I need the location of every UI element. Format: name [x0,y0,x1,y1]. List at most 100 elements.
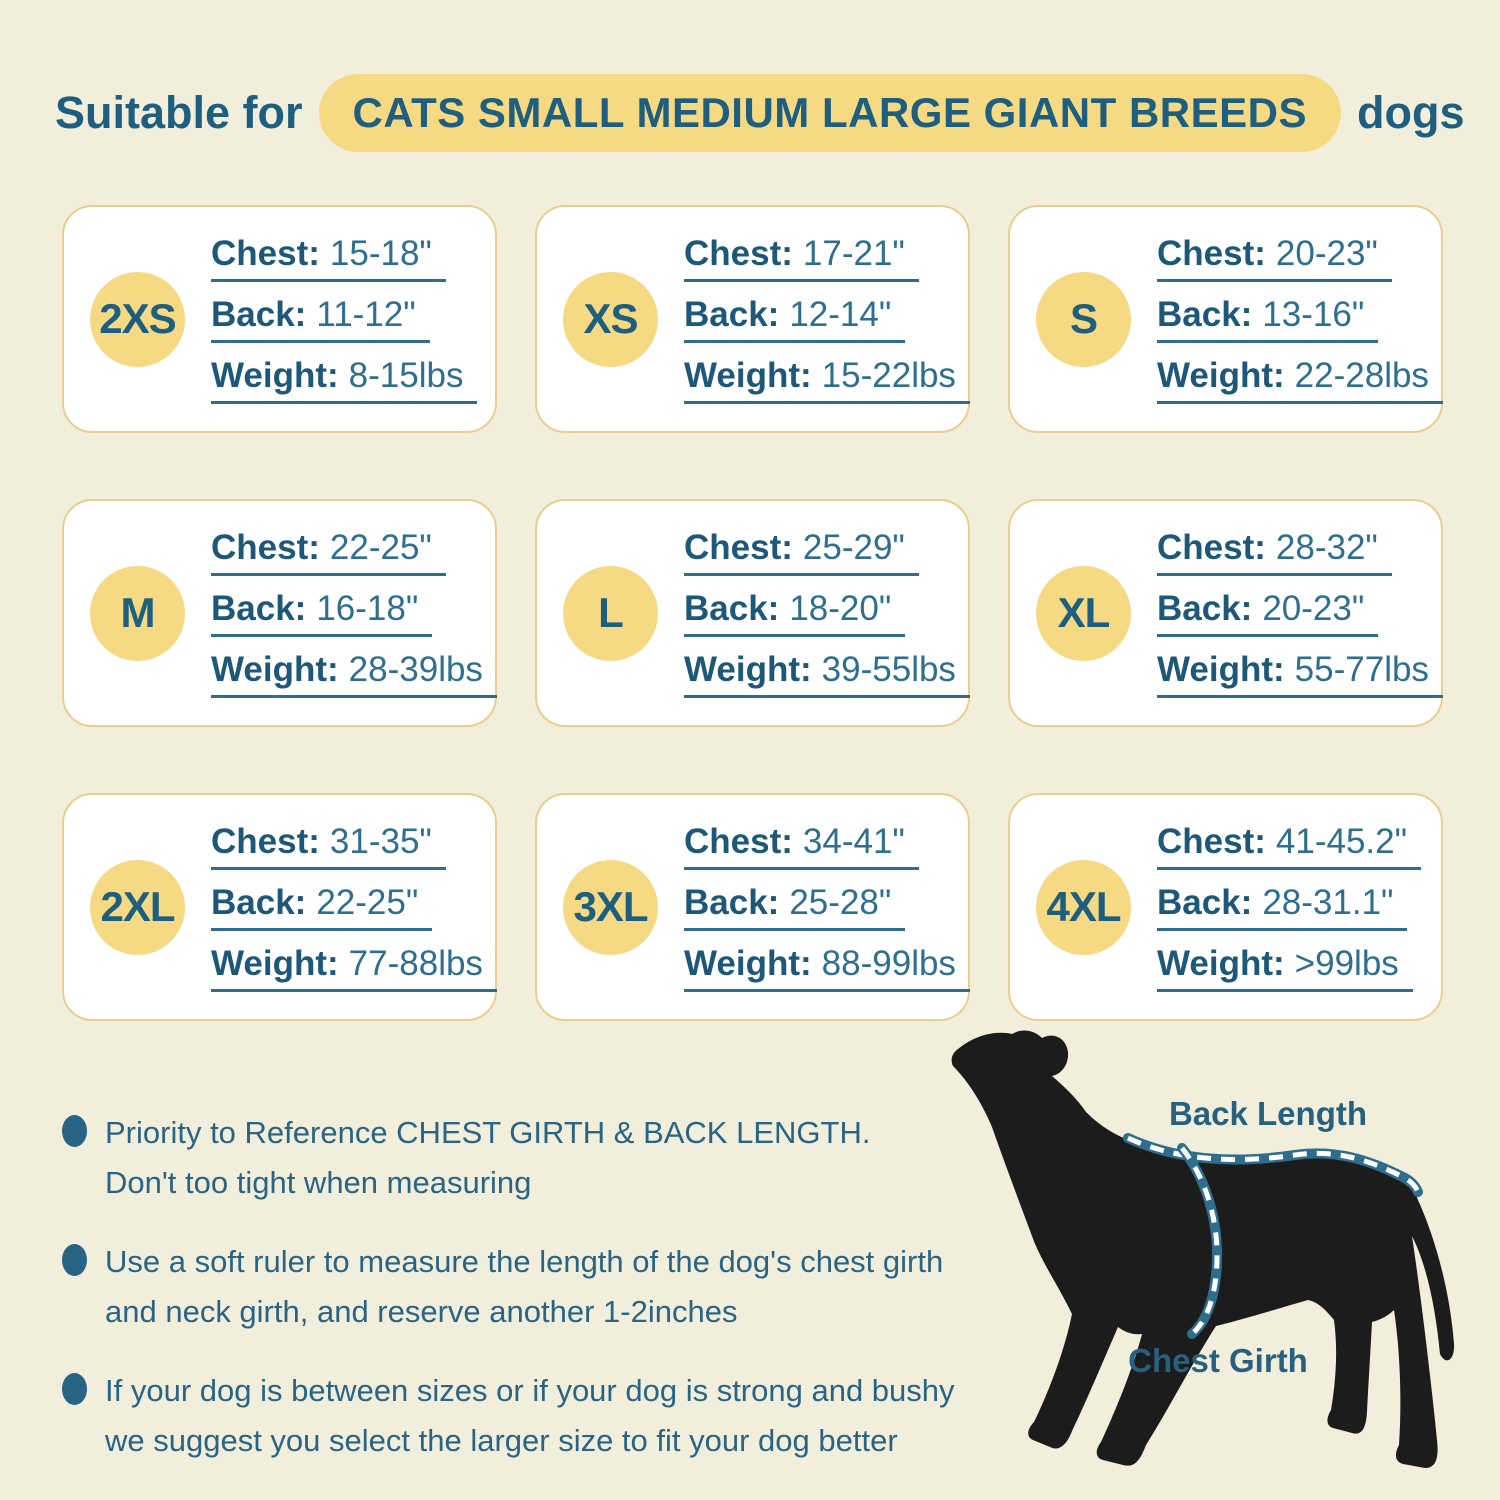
measurements: Chest: 31-35" Back: 22-25" Weight: 77-88lbs [211,822,497,992]
dog-silhouette [951,1030,1455,1468]
weight-value: 22-28lbs [1294,356,1429,395]
title-prefix: Suitable for [55,87,303,138]
weight-measurement: Weight: 77-88lbs [211,944,497,992]
weight-measurement: Weight: >99lbs [1157,944,1413,992]
weight-label: Weight: [1157,944,1285,983]
title-suffix: dogs [1356,87,1465,138]
chest-measurement: Chest: 20-23" [1157,234,1392,282]
page-title: Suitable for CATS SMALL MEDIUM LARGE GIA… [55,74,1464,152]
back-label: Back: [1157,589,1253,628]
weight-label: Weight: [211,356,339,395]
weight-label: Weight: [1157,356,1285,395]
back-value: 12-14" [789,295,892,334]
note-text: Use a soft ruler to measure the length o… [105,1244,944,1329]
note-soft-ruler: Use a soft ruler to measure the length o… [62,1237,962,1336]
weight-value: 15-22lbs [821,356,956,395]
size-card-4xl: 4XL Chest: 41-45.2" Back: 28-31.1" Weight:… [1008,793,1443,1021]
chest-label: Chest: [1157,528,1266,567]
chest-measurement: Chest: 34-41" [684,822,919,870]
chest-measurement: Chest: 25-29" [684,528,919,576]
chest-value: 28-32" [1275,528,1378,567]
size-cards-grid: 2XS Chest: 15-18" Back: 11-12" Weight: 8-15… [62,205,1443,1021]
chest-value: 25-29" [802,528,905,567]
back-measurement: Back: 20-23" [1157,589,1379,637]
weight-measurement: Weight: 28-39lbs [211,650,497,698]
weight-measurement: Weight: 22-28lbs [1157,356,1443,404]
back-label: Back: [684,295,780,334]
chest-value: 17-21" [802,234,905,273]
chest-label: Chest: [211,822,320,861]
chest-value: 34-41" [802,822,905,861]
bullet-dot-icon [62,1115,87,1147]
back-value: 20-23" [1262,589,1365,628]
chest-measurement: Chest: 28-32" [1157,528,1392,576]
chest-measurement: Chest: 17-21" [684,234,919,282]
measurements: Chest: 41-45.2" Back: 28-31.1" Weight: >99l… [1157,822,1422,992]
back-measurement: Back: 28-31.1" [1157,883,1408,931]
chest-measurement: Chest: 41-45.2" [1157,822,1422,870]
weight-value: 77-88lbs [348,944,483,983]
size-card-3xl: 3XL Chest: 34-41" Back: 25-28" Weight: 88-9… [535,793,970,1021]
size-badge-s: S [1036,271,1131,367]
size-badge-l: L [563,565,658,661]
chest-value: 41-45.2" [1275,822,1408,861]
weight-measurement: Weight: 88-99lbs [684,944,970,992]
chest-girth-line [1177,1143,1223,1339]
back-value: 25-28" [789,883,892,922]
weight-label: Weight: [684,944,812,983]
size-card-2xs: 2XS Chest: 15-18" Back: 11-12" Weight: 8-15… [62,205,497,433]
back-value: 13-16" [1262,295,1365,334]
back-length-label: Back Length [1169,1095,1367,1132]
chest-label: Chest: [211,234,320,273]
chest-measurement: Chest: 31-35" [211,822,446,870]
chest-value: 22-25" [329,528,432,567]
bullet-dot-icon [62,1244,87,1277]
back-value: 16-18" [316,589,419,628]
chest-label: Chest: [684,822,793,861]
size-badge-3xl: 3XL [563,859,658,955]
size-badge-4xl: 4XL [1036,859,1131,955]
measurements: Chest: 17-21" Back: 12-14" Weight: 15-22lbs [684,234,970,404]
back-measurement: Back: 11-12" [211,295,430,343]
chest-label: Chest: [684,528,793,567]
back-label: Back: [211,883,307,922]
back-label: Back: [211,589,307,628]
measurements: Chest: 22-25" Back: 16-18" Weight: 28-39lbs [211,528,497,698]
weight-value: 8-15lbs [348,356,464,395]
weight-label: Weight: [684,650,812,689]
size-card-xs: XS Chest: 17-21" Back: 12-14" Weight: 15-22… [535,205,970,433]
dog-diagram-svg: Back Length Chest Girth [951,1030,1455,1468]
weight-value: >99lbs [1294,944,1399,983]
size-card-xl: XL Chest: 28-32" Back: 20-23" Weight: 55-77… [1008,499,1443,727]
weight-value: 28-39lbs [348,650,483,689]
chest-label: Chest: [1157,234,1266,273]
chest-measurement: Chest: 22-25" [211,528,446,576]
weight-value: 55-77lbs [1294,650,1429,689]
chest-value: 15-18" [329,234,432,273]
back-measurement: Back: 18-20" [684,589,906,637]
size-card-2xl: 2XL Chest: 31-35" Back: 22-25" Weight: 77-8… [62,793,497,1021]
weight-value: 88-99lbs [821,944,956,983]
note-text: Priority to Reference CHEST GIRTH & BACK… [105,1115,871,1200]
size-badge-2xs: 2XS [90,271,185,367]
back-value: 18-20" [789,589,892,628]
weight-label: Weight: [1157,650,1285,689]
size-card-l: L Chest: 25-29" Back: 18-20" Weight: 39-55l… [535,499,970,727]
back-label: Back: [1157,883,1253,922]
chest-girth-label: Chest Girth [1128,1342,1308,1379]
measurements: Chest: 20-23" Back: 13-16" Weight: 22-28lbs [1157,234,1443,404]
weight-measurement: Weight: 55-77lbs [1157,650,1443,698]
back-label: Back: [211,295,307,334]
chest-label: Chest: [211,528,320,567]
chest-label: Chest: [1157,822,1266,861]
chest-label: Chest: [684,234,793,273]
size-badge-xl: XL [1036,565,1131,661]
chest-value: 31-35" [329,822,432,861]
back-measurement: Back: 25-28" [684,883,906,931]
measurements: Chest: 34-41" Back: 25-28" Weight: 88-99lbs [684,822,970,992]
size-badge-2xl: 2XL [90,859,185,955]
note-priority: Priority to Reference CHEST GIRTH & BACK… [62,1108,962,1207]
size-badge-m: M [90,565,185,661]
chest-value: 20-23" [1275,234,1378,273]
